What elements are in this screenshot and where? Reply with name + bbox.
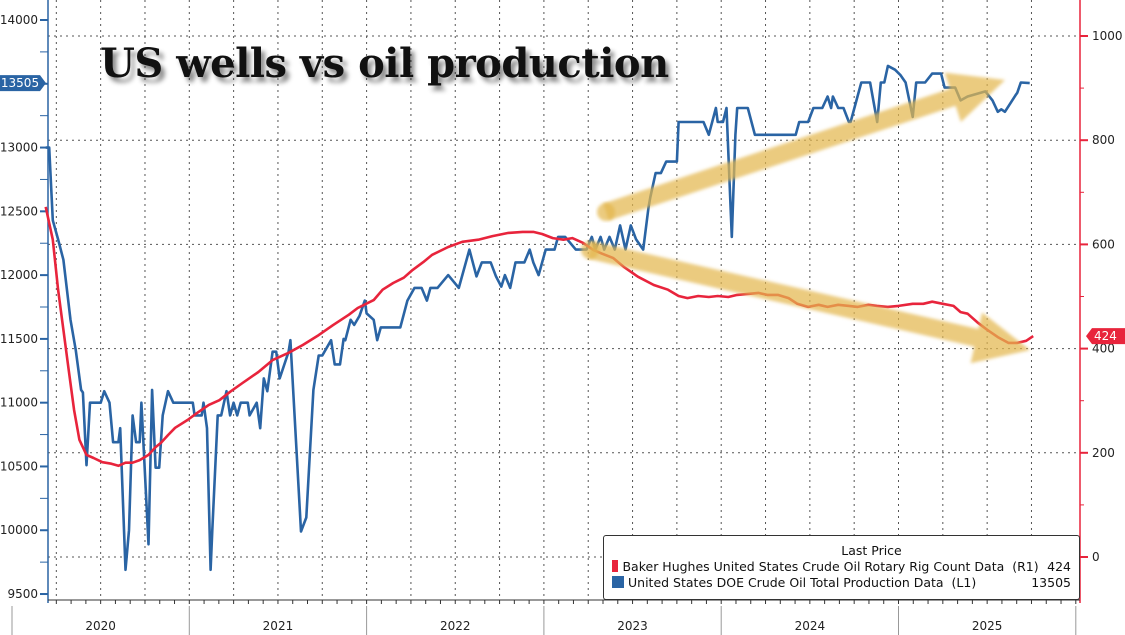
trend-arrows — [581, 72, 1030, 364]
left-tick-label: 14000 — [0, 13, 38, 27]
legend-value: 424 — [1047, 558, 1071, 574]
left-tick-label: 12500 — [0, 204, 38, 218]
chart-title: US wells vs oil production — [100, 40, 669, 87]
legend-header: Last Price — [841, 543, 902, 558]
down-arrow-rig-count — [588, 241, 1030, 364]
x-tick-label: 2021 — [263, 619, 294, 633]
legend-value: 13505 — [1031, 574, 1071, 590]
left-tick-label: 9500 — [7, 587, 38, 601]
right-tick-label: 600 — [1092, 237, 1115, 251]
up-arrow-production — [603, 72, 1005, 221]
legend-swatch-red — [612, 560, 619, 572]
x-tick-label: 2025 — [972, 619, 1003, 633]
left-tick-label: 10000 — [0, 523, 38, 537]
last-value-tag-rig-count-label: 424 — [1094, 329, 1117, 343]
production-line — [45, 64, 1030, 572]
legend-label: Baker Hughes United States Crude Oil Rot… — [622, 558, 1039, 574]
x-tick-label: 2022 — [440, 619, 471, 633]
left-tick-label: 12000 — [0, 268, 38, 282]
down-arrow-rig-count-cap — [581, 241, 599, 259]
right-tick-label: 200 — [1092, 446, 1115, 460]
right-tick-label: 400 — [1092, 342, 1115, 356]
series-layer — [44, 64, 1034, 572]
grid — [48, 0, 1080, 600]
x-tick-label: 2023 — [617, 619, 648, 633]
legend-label: United States DOE Crude Oil Total Produc… — [628, 574, 977, 590]
x-tick-label: 2024 — [795, 619, 826, 633]
last-value-tag-production-label: 13505 — [1, 76, 39, 90]
right-tick-label: 1000 — [1092, 29, 1123, 43]
legend-item-rig-count: Baker Hughes United States Crude Oil Rot… — [612, 558, 1079, 574]
legend-swatch-blue — [612, 576, 624, 588]
left-tick-label: 11500 — [0, 332, 38, 346]
last-value-tag-rig-count — [1086, 328, 1125, 345]
rig-count-line — [44, 206, 1034, 468]
right-tick-label: 800 — [1092, 133, 1115, 147]
legend-item-production: United States DOE Crude Oil Total Produc… — [612, 574, 1079, 590]
value-tags: 13505 424 — [0, 75, 1125, 345]
last-value-tag-production — [0, 75, 46, 92]
left-tick-label: 11000 — [0, 396, 38, 410]
left-tick-label: 13000 — [0, 141, 38, 155]
x-tick-label: 2020 — [85, 619, 116, 633]
legend: Last Price Baker Hughes United States Cr… — [603, 535, 1080, 600]
right-tick-label: 0 — [1092, 550, 1100, 564]
up-arrow-production-cap — [597, 203, 615, 221]
left-tick-label: 10500 — [0, 459, 38, 473]
